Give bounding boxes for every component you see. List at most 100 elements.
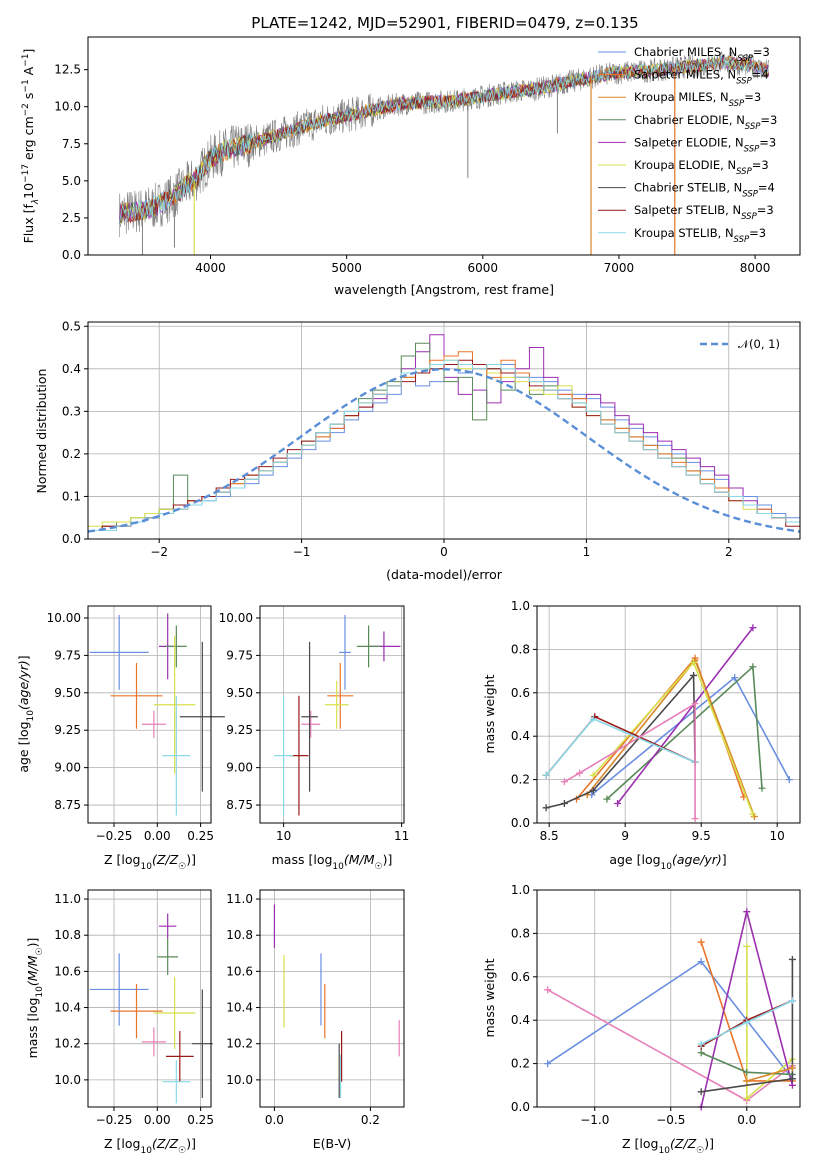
- text-part: 10: [21, 183, 36, 199]
- text-part: 10: [26, 710, 36, 722]
- x-tick-label: 1: [583, 545, 591, 559]
- ticks-mass_vs_ebv: 0.0 0.2 10.0 10.2 10.4 10.6 10.8 11.0: [226, 892, 380, 1127]
- text-part: λ: [31, 199, 41, 205]
- ticks-spectrum: 4000 5000 6000 7000 8000 0.0 2.5 5.0 7.5 10.0 12.5: [54, 63, 770, 275]
- text-part: −1: [21, 54, 31, 67]
- weight-marker: [560, 778, 568, 786]
- text-part: 10: [658, 1146, 670, 1156]
- text-part: (M/M: [344, 852, 375, 867]
- text-part: =3: [753, 45, 770, 59]
- legend-entry: 𝒩(0, 1): [738, 337, 780, 351]
- y-tick-label: 0.1: [62, 489, 81, 503]
- text-part: 10: [661, 862, 673, 872]
- y-tick-label: 0.6: [511, 970, 530, 984]
- text-part: (Z/Z: [152, 1136, 179, 1151]
- text-part: Z [: [622, 1136, 639, 1151]
- text-part: ☉: [696, 1146, 704, 1156]
- text-part: SSP: [744, 144, 760, 154]
- ticks-weight_vs_age: 8.5 9 9.5 10 0.0 0.2 0.4 0.6 0.8 1.0: [511, 599, 785, 843]
- y-axis-label: mass [log10(M/M☉)]: [25, 938, 45, 1059]
- x-tick-label: 0.2: [361, 1113, 380, 1127]
- axes-frame: [87, 605, 212, 824]
- plot-area-weight_vs_Z: [544, 908, 796, 1111]
- y-tick-label: 11.0: [54, 892, 81, 906]
- y-tick-label: 0.3: [62, 404, 81, 418]
- text-part: s: [21, 93, 36, 104]
- text-part: log: [641, 852, 660, 867]
- x-tick-label: −2: [150, 545, 168, 559]
- weight-marker: [749, 810, 757, 818]
- weight-marker: [542, 804, 550, 812]
- weight-marker: [690, 671, 698, 679]
- text-part: 10: [140, 862, 152, 872]
- text-part: ☉: [178, 862, 186, 872]
- y-tick-label: 0.2: [511, 773, 530, 787]
- text-part: Kroupa MILES,: [634, 90, 720, 104]
- x-tick-label: 9.5: [692, 829, 711, 843]
- text-part: =3: [759, 135, 776, 149]
- y-axis-label: age [log10(age/yr)]: [16, 655, 36, 772]
- text-part: )]: [186, 852, 196, 867]
- text-part: =3: [749, 226, 766, 240]
- y-tick-label: 12.5: [54, 63, 81, 77]
- y-tick-label: 0.0: [511, 816, 530, 830]
- x-axis-label: Z [log10(Z/Z☉)]: [104, 852, 196, 872]
- axes-weight_vs_age: [537, 605, 800, 824]
- weight-marker: [691, 815, 699, 823]
- text-part: N: [729, 45, 738, 59]
- weight-marker: [743, 1094, 751, 1102]
- y-axis-label: mass weight: [482, 674, 497, 753]
- ticks-age_vs_Z: −0.25 0.00 0.25 8.75 9.00 9.25 9.50 9.75 10.00: [47, 611, 214, 843]
- y-tick-label: 0.2: [511, 1057, 530, 1071]
- weight-marker: [697, 1088, 705, 1096]
- text-part: Kroupa ELODIE,: [634, 158, 727, 172]
- text-part: (Z/Z: [670, 1136, 697, 1151]
- y-tick-label: 0.4: [511, 1013, 530, 1027]
- x-axis-label: mass [log10(M/M☉)]: [272, 852, 393, 872]
- y-tick-label: 10.4: [54, 1001, 81, 1015]
- y-tick-label: 9.75: [54, 648, 81, 662]
- axes-weight_vs_Z: [537, 889, 800, 1108]
- text-part: Z [: [104, 852, 121, 867]
- text-part: age [: [16, 741, 31, 773]
- y-tick-label: 1.0: [511, 883, 530, 897]
- legend-entry: Salpeter STELIB, NSSP=3: [634, 203, 774, 222]
- weight-marker: [749, 663, 757, 671]
- y-tick-label: 9.50: [226, 686, 253, 700]
- y-tick-label: 5.0: [62, 174, 81, 188]
- x-tick-label: 5000: [331, 261, 362, 275]
- text-part: 10: [35, 986, 45, 998]
- weight-marker: [589, 771, 597, 779]
- x-tick-label: 0.00: [144, 1113, 171, 1127]
- text-part: )]: [383, 852, 393, 867]
- weight-marker: [788, 1075, 796, 1083]
- y-tick-label: 10.2: [54, 1037, 81, 1051]
- x-tick-label: 10: [276, 829, 291, 843]
- text-part: −1: [21, 79, 31, 92]
- weight-marker: [785, 776, 793, 784]
- x-tick-label: −0.25: [96, 829, 133, 843]
- x-tick-label: 11: [394, 829, 409, 843]
- y-tick-label: 1.0: [511, 599, 530, 613]
- y-tick-label: 10.4: [226, 1001, 253, 1015]
- text-part: log: [121, 852, 140, 867]
- text-part: Kroupa STELIB,: [634, 226, 725, 240]
- axes-age_vs_Z: [88, 606, 211, 823]
- text-part: (age/yr): [16, 660, 31, 710]
- axes-frame: [536, 889, 801, 1108]
- weight-line: [745, 946, 793, 1101]
- text-part: =4: [752, 68, 769, 82]
- axes-frame: [87, 321, 801, 540]
- y-tick-label: 9.25: [226, 723, 253, 737]
- weight-marker: [788, 997, 796, 1005]
- text-part: SSP: [737, 54, 753, 64]
- axes-frame: [536, 605, 801, 824]
- text-part: erg cm: [21, 116, 36, 164]
- text-part: =3: [760, 113, 777, 127]
- legend-entry: Kroupa STELIB, NSSP=3: [634, 226, 766, 245]
- y-tick-label: 10.6: [54, 964, 81, 978]
- y-tick-label: 0.0: [62, 248, 81, 262]
- text-part: (age/yr): [672, 852, 722, 867]
- text-part: 10: [140, 1146, 152, 1156]
- text-part: ]: [16, 655, 31, 660]
